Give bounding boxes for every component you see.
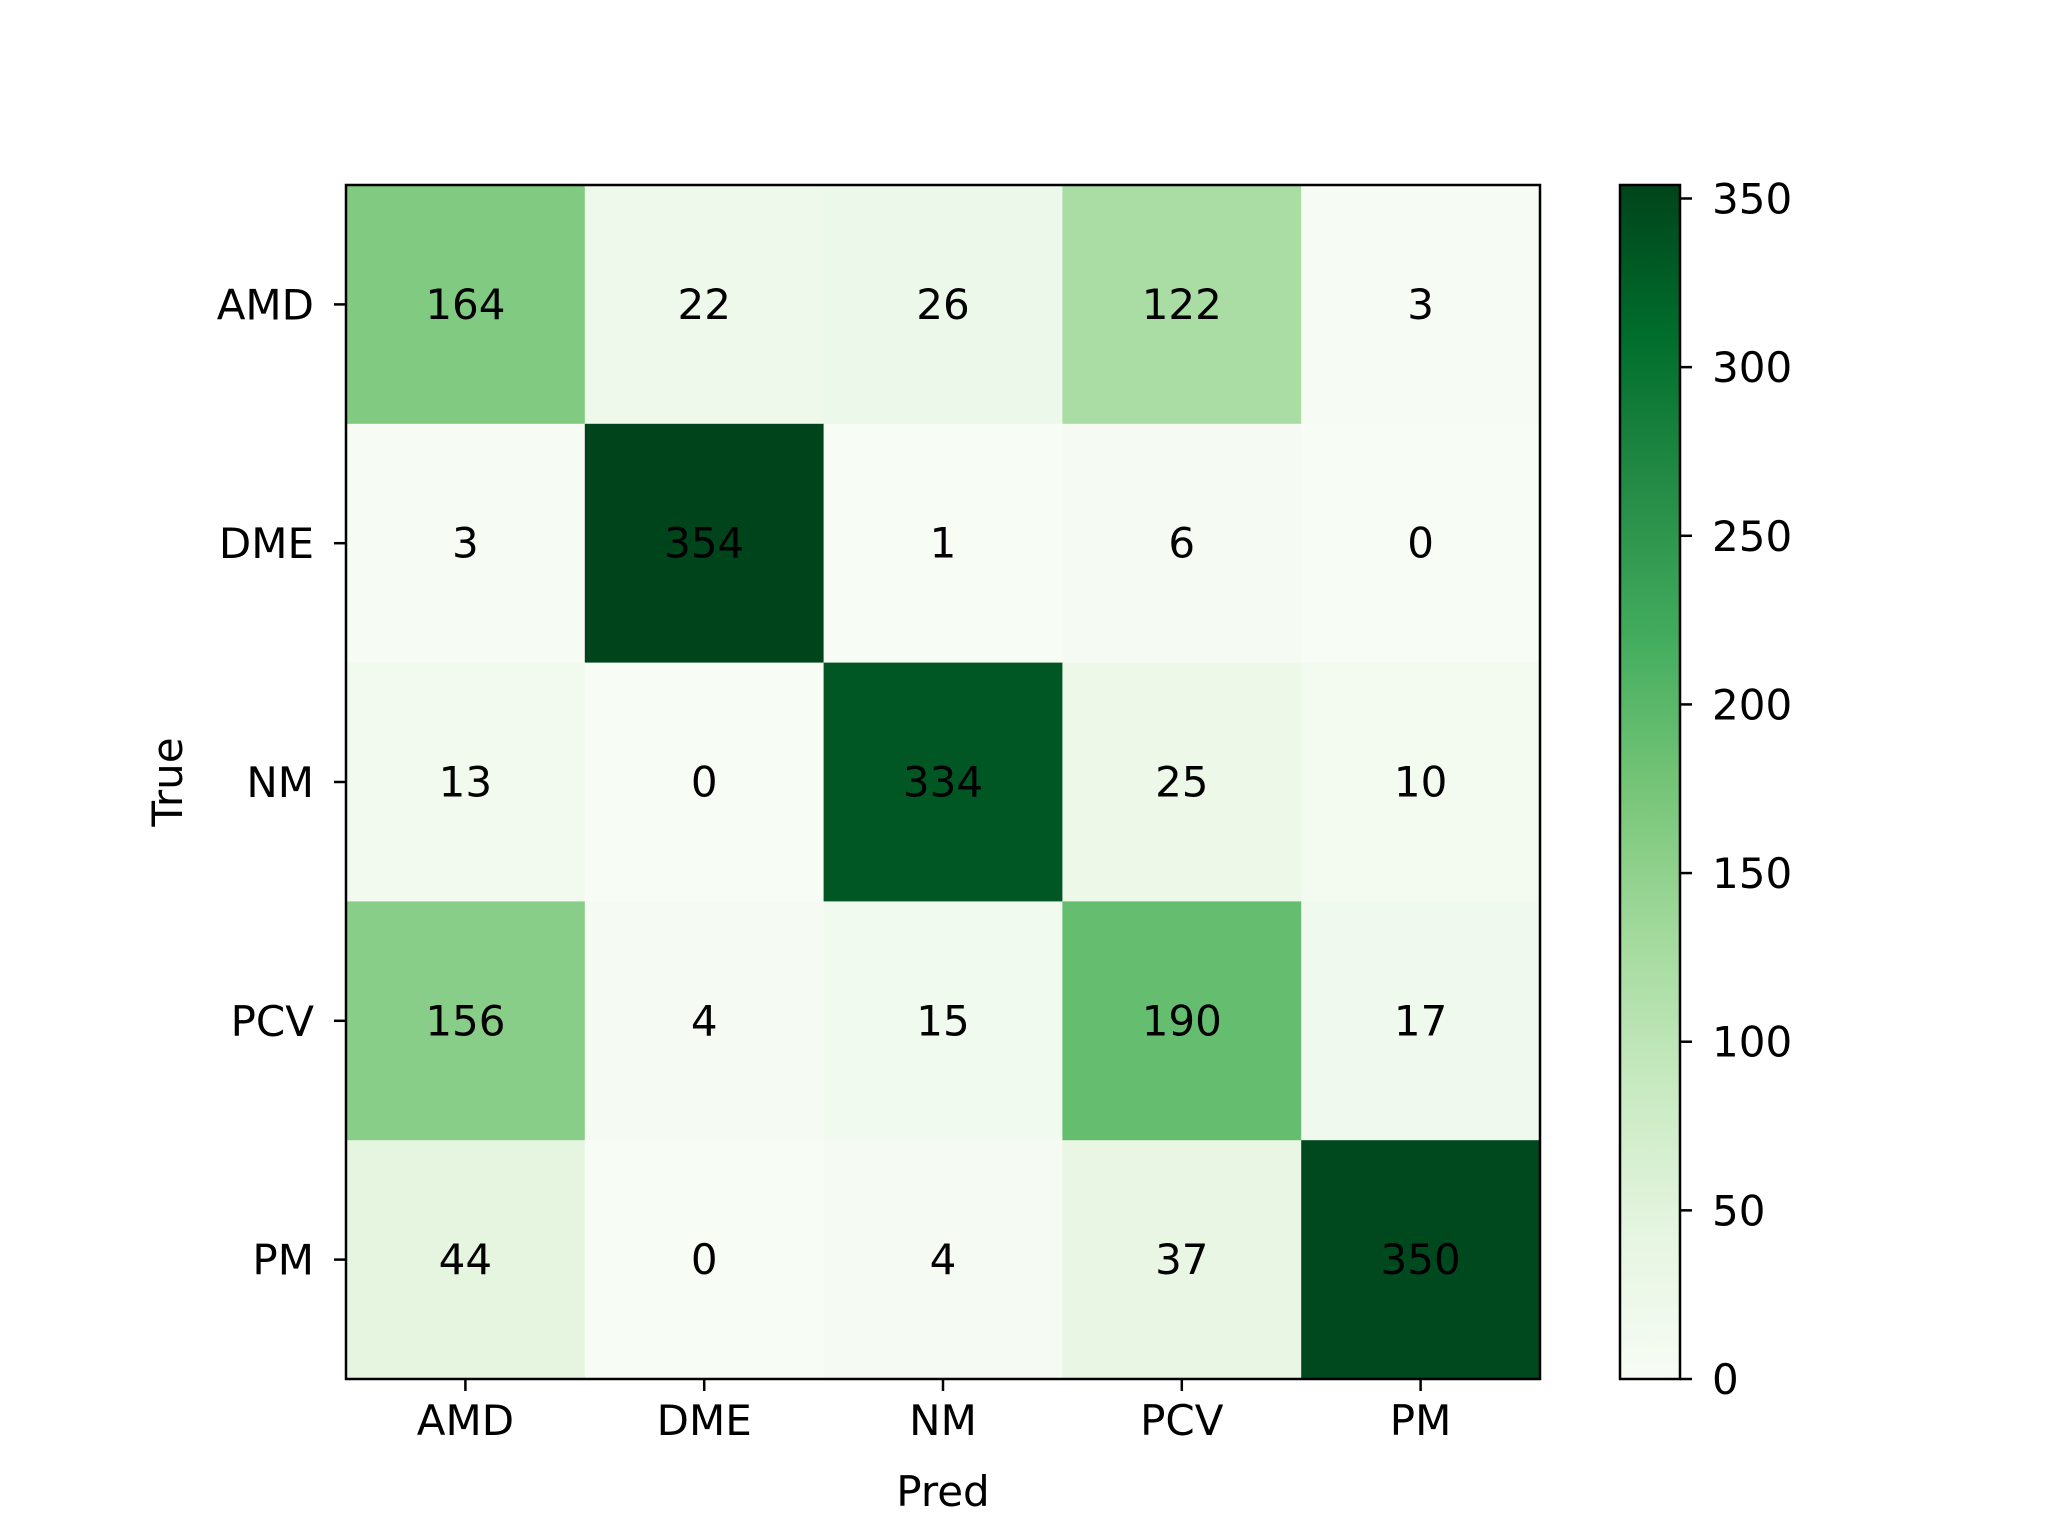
y-tick-label: PCV xyxy=(231,997,315,1046)
y-axis-label: True xyxy=(143,737,192,827)
cell-value-label: 37 xyxy=(1155,1235,1208,1284)
heatmap-cell xyxy=(1301,1140,1541,1380)
cell-value-label: 156 xyxy=(425,996,505,1045)
colorbar-tick-label: 150 xyxy=(1712,849,1792,898)
x-axis-label: Pred xyxy=(896,1467,989,1516)
x-tick-label: PM xyxy=(1390,1396,1452,1445)
colorbar-tick-label: 0 xyxy=(1712,1355,1739,1404)
colorbar-tick-label: 250 xyxy=(1712,512,1792,561)
heatmap-cell xyxy=(1062,185,1302,425)
colorbar-tick-label: 300 xyxy=(1712,343,1792,392)
cell-value-labels: 164 22 26 122 3 3 354 1 6 0 13 0 334 25 10 156 4 15 190 17 4… xyxy=(425,280,1460,1284)
cell-value-label: 25 xyxy=(1155,758,1208,807)
y-tick-label: PM xyxy=(252,1236,314,1285)
cell-value-label: 26 xyxy=(916,280,969,329)
heatmap-cell xyxy=(1062,423,1302,664)
heatmap-cell xyxy=(346,1140,586,1380)
heatmap-cell xyxy=(346,901,586,1141)
y-tick-label: DME xyxy=(219,519,314,568)
cell-value-label: 10 xyxy=(1394,758,1447,807)
colorbar-tick-label: 50 xyxy=(1712,1186,1765,1235)
y-axis-ticks: AMD DME NM PCV PM xyxy=(217,280,346,1285)
y-tick-label: NM xyxy=(246,758,314,807)
heatmap-cells xyxy=(346,185,1541,1380)
cell-value-label: 22 xyxy=(677,280,730,329)
heatmap-cell xyxy=(1301,423,1541,664)
cell-value-label: 190 xyxy=(1142,996,1222,1045)
cell-value-label: 3 xyxy=(1407,280,1434,329)
x-tick-label: DME xyxy=(657,1396,752,1445)
heatmap-cell xyxy=(1062,662,1302,902)
cell-value-label: 17 xyxy=(1394,996,1447,1045)
cell-value-label: 0 xyxy=(691,1235,718,1284)
heatmap-cell xyxy=(584,1140,825,1380)
colorbar-tick-label: 200 xyxy=(1712,680,1792,729)
cell-value-label: 0 xyxy=(691,758,718,807)
heatmap-cell xyxy=(823,423,1063,664)
x-tick-label: NM xyxy=(909,1396,977,1445)
heatmap-cell xyxy=(823,901,1063,1141)
heatmap-cell xyxy=(346,423,586,664)
colorbar-ticks: 0 50 100 150 200 250 300 350 xyxy=(1680,174,1792,1404)
heatmap-cell xyxy=(823,185,1063,425)
heatmap-cell xyxy=(346,662,586,902)
heatmap-cell xyxy=(584,662,825,902)
cell-value-label: 122 xyxy=(1142,280,1222,329)
cell-value-label: 15 xyxy=(916,996,969,1045)
colorbar xyxy=(1618,183,1682,1381)
colorbar-tick-label: 100 xyxy=(1712,1018,1792,1067)
heatmap-cell xyxy=(584,185,825,425)
heatmap-cell xyxy=(823,662,1063,902)
cell-value-label: 354 xyxy=(664,519,744,568)
cell-value-label: 164 xyxy=(425,280,505,329)
heatmap-cell xyxy=(1062,1140,1302,1380)
x-tick-label: AMD xyxy=(417,1396,514,1445)
heatmap-cell xyxy=(584,901,825,1141)
heatmap-cell xyxy=(1301,901,1541,1141)
cell-value-label: 3 xyxy=(452,519,479,568)
cell-value-label: 6 xyxy=(1168,519,1195,568)
cell-value-label: 1 xyxy=(930,519,957,568)
heatmap-cell xyxy=(346,185,586,425)
heatmap-cell xyxy=(1062,901,1302,1141)
heatmap-cell xyxy=(823,1140,1063,1380)
y-tick-label: AMD xyxy=(217,280,314,329)
cell-value-label: 334 xyxy=(903,758,983,807)
colorbar-tick-label: 350 xyxy=(1712,174,1792,223)
cell-value-label: 350 xyxy=(1381,1235,1461,1284)
cell-value-label: 4 xyxy=(930,1235,957,1284)
cell-value-label: 4 xyxy=(691,996,718,1045)
x-tick-label: PCV xyxy=(1140,1396,1224,1445)
cell-value-label: 44 xyxy=(439,1235,492,1284)
heatmap-cell xyxy=(1301,185,1541,425)
x-axis-ticks: AMD DME NM PCV PM xyxy=(417,1379,1452,1445)
heatmap-cell xyxy=(584,423,825,664)
heatmap-cell xyxy=(1301,662,1541,902)
cell-value-label: 0 xyxy=(1407,519,1434,568)
cell-value-label: 13 xyxy=(439,758,492,807)
